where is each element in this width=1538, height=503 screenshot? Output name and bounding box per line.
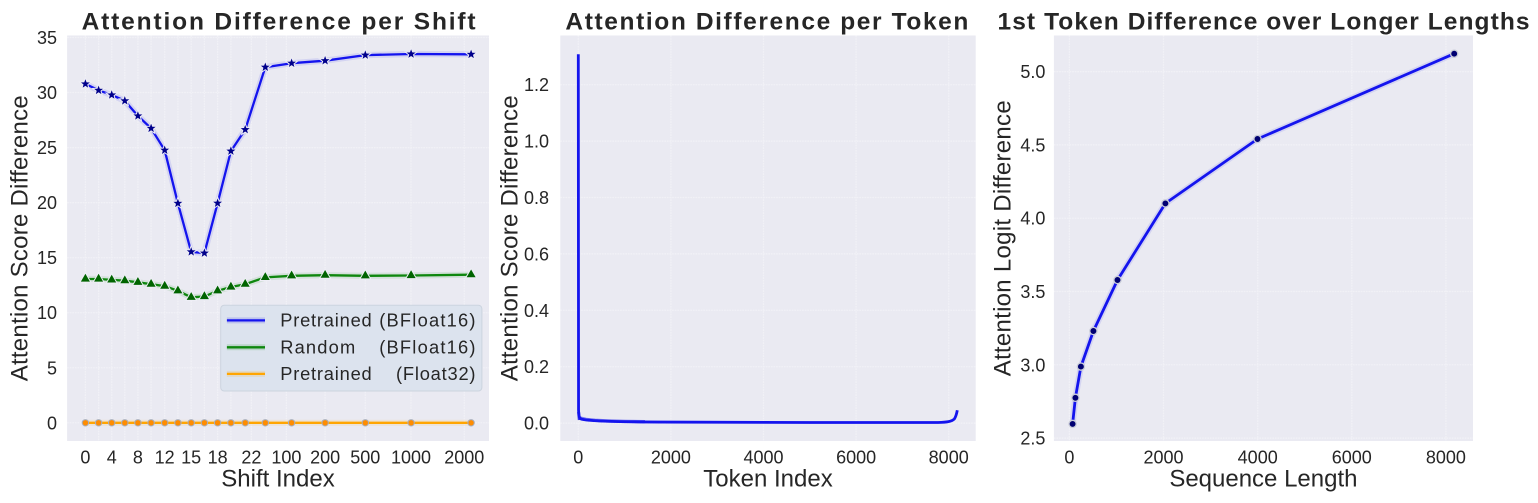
svg-text:1000: 1000 [391, 448, 431, 468]
svg-text:Attention Score Difference: Attention Score Difference [7, 95, 34, 381]
svg-text:8000: 8000 [1426, 448, 1466, 468]
svg-text:Attention Score Difference: Attention Score Difference [497, 95, 524, 381]
svg-text:0.0: 0.0 [524, 414, 549, 434]
svg-text:2000: 2000 [444, 448, 484, 468]
svg-text:30: 30 [37, 83, 57, 103]
svg-text:2000: 2000 [651, 448, 691, 468]
svg-text:20: 20 [37, 193, 57, 213]
svg-text:Attention Difference per Shift: Attention Difference per Shift [82, 9, 476, 36]
svg-text:5: 5 [47, 358, 57, 378]
svg-text:Attention Difference per Token: Attention Difference per Token [565, 9, 968, 36]
svg-text:15: 15 [181, 448, 201, 468]
svg-text:(BFloat16): (BFloat16) [379, 310, 475, 331]
svg-text:0.2: 0.2 [524, 357, 549, 377]
svg-text:1.0: 1.0 [524, 132, 549, 152]
svg-text:2000: 2000 [1143, 448, 1183, 468]
svg-text:6000: 6000 [1332, 448, 1372, 468]
svg-text:Pretrained: Pretrained [280, 363, 372, 384]
svg-text:0: 0 [573, 448, 583, 468]
svg-text:4000: 4000 [1238, 448, 1278, 468]
svg-text:22: 22 [241, 448, 261, 468]
svg-text:1st Token Difference over Long: 1st Token Difference over Longer Lengths [998, 9, 1530, 36]
svg-text:0.6: 0.6 [524, 244, 549, 264]
svg-text:2.5: 2.5 [1020, 429, 1045, 449]
svg-text:0.4: 0.4 [524, 301, 549, 321]
svg-text:Random: Random [280, 337, 355, 358]
svg-text:(BFloat16): (BFloat16) [379, 337, 475, 358]
svg-text:3.5: 3.5 [1020, 282, 1045, 302]
svg-text:0: 0 [47, 413, 57, 433]
svg-text:35: 35 [37, 28, 57, 48]
svg-text:500: 500 [350, 448, 380, 468]
svg-text:Shift Index: Shift Index [221, 466, 334, 493]
svg-text:(Float32): (Float32) [396, 363, 476, 384]
svg-text:0.8: 0.8 [524, 188, 549, 208]
svg-text:8000: 8000 [929, 448, 969, 468]
svg-text:Pretrained: Pretrained [280, 310, 372, 331]
svg-text:25: 25 [37, 138, 57, 158]
svg-text:Token Index: Token Index [703, 466, 832, 493]
svg-text:10: 10 [37, 303, 57, 323]
svg-text:200: 200 [310, 448, 340, 468]
svg-text:Sequence Length: Sequence Length [1169, 466, 1357, 493]
svg-text:18: 18 [208, 448, 228, 468]
svg-text:4.5: 4.5 [1020, 135, 1045, 155]
svg-text:8: 8 [133, 448, 143, 468]
svg-text:3.0: 3.0 [1020, 355, 1045, 375]
svg-text:4: 4 [107, 448, 117, 468]
svg-text:4000: 4000 [743, 448, 783, 468]
svg-text:Attention Logit Difference: Attention Logit Difference [990, 100, 1017, 376]
svg-text:0: 0 [1064, 448, 1074, 468]
svg-text:12: 12 [155, 448, 175, 468]
svg-text:6000: 6000 [836, 448, 876, 468]
svg-text:1.2: 1.2 [524, 75, 549, 95]
svg-text:4.0: 4.0 [1020, 209, 1045, 229]
svg-text:0: 0 [80, 448, 90, 468]
svg-text:15: 15 [37, 248, 57, 268]
svg-text:100: 100 [271, 448, 301, 468]
svg-text:5.0: 5.0 [1020, 62, 1045, 82]
